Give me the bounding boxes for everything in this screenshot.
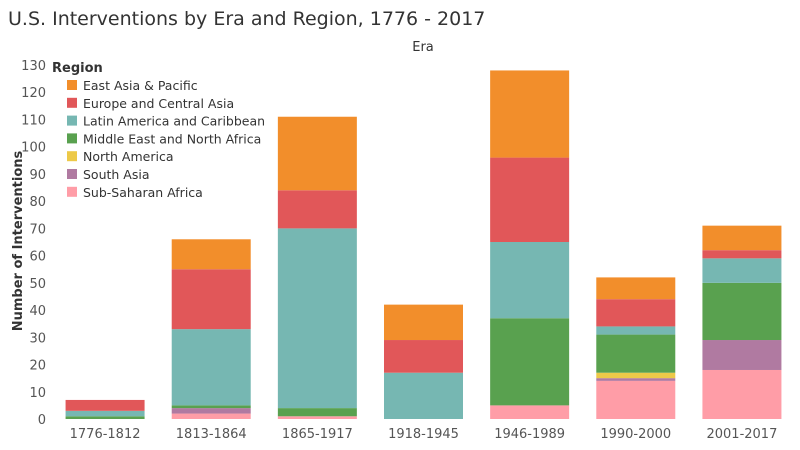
x-tick-label: 1813-1864 [176, 427, 247, 442]
y-tick-label: 20 [29, 359, 46, 374]
bar-segment[interactable] [171, 413, 251, 419]
y-tick-label: 80 [29, 195, 46, 210]
bar-segment[interactable] [702, 369, 782, 419]
bar-segment[interactable] [277, 116, 357, 191]
bar-stack-2001-2017[interactable] [702, 225, 782, 419]
bar-segment[interactable] [596, 299, 676, 327]
y-tick-label: 100 [21, 141, 46, 156]
bar-segment[interactable] [596, 334, 676, 373]
bar-stack-1990-2000[interactable] [596, 277, 676, 419]
bar-segment[interactable] [596, 378, 676, 381]
legend-label: Sub-Saharan Africa [83, 185, 203, 200]
legend-label: South Asia [83, 167, 150, 182]
bar-segment[interactable] [596, 372, 676, 379]
bar-segment[interactable] [171, 408, 251, 414]
legend-label: East Asia & Pacific [83, 78, 198, 93]
chart-title: U.S. Interventions by Era and Region, 17… [8, 8, 486, 30]
bar-segment[interactable] [171, 239, 251, 270]
bar-stack-1946-1989[interactable] [490, 70, 570, 419]
bar-segment[interactable] [384, 340, 463, 373]
bar-segment[interactable] [277, 228, 357, 409]
legend-label: North America [83, 149, 174, 164]
y-tick-label: 40 [29, 304, 46, 319]
y-tick-label: 110 [21, 113, 46, 128]
legend-item[interactable]: Europe and Central Asia [67, 96, 234, 111]
bar-segment[interactable] [702, 250, 782, 259]
bar-segment[interactable] [171, 269, 251, 330]
x-tick-label: 1990-2000 [600, 427, 671, 442]
bar-stack-1918-1945[interactable] [384, 304, 463, 419]
bar-segment[interactable] [596, 277, 676, 300]
bars [65, 70, 782, 419]
bar-stack-1776-1812[interactable] [65, 399, 145, 419]
bar-segment[interactable] [384, 372, 463, 419]
bar-segment[interactable] [490, 70, 570, 158]
legend-label: Europe and Central Asia [83, 96, 234, 111]
bar-segment[interactable] [490, 242, 570, 319]
bar-stack-1813-1864[interactable] [171, 239, 251, 419]
column-header: Era [412, 40, 434, 55]
bar-segment[interactable] [702, 282, 782, 341]
legend-item[interactable]: North America [67, 149, 174, 164]
legend-item[interactable]: Latin America and Caribbean [67, 114, 265, 129]
legend-item[interactable]: East Asia & Pacific [67, 78, 198, 93]
x-tick-label: 1776-1812 [70, 427, 141, 442]
bar-stack-1865-1917[interactable] [277, 116, 357, 419]
y-tick-label: 60 [29, 250, 46, 265]
y-tick-label: 50 [29, 277, 46, 292]
bar-segment[interactable] [702, 225, 782, 251]
y-tick-label: 120 [21, 86, 46, 101]
x-tick-label: 1946-1989 [494, 427, 565, 442]
legend-item[interactable]: South Asia [67, 167, 150, 182]
legend-swatch [67, 169, 77, 179]
legend-swatch [67, 133, 77, 144]
bar-segment[interactable] [277, 408, 357, 417]
y-tick-label: 10 [29, 386, 46, 401]
legend-swatch [67, 80, 77, 90]
legend-label: Middle East and North Africa [83, 131, 261, 146]
legend-item[interactable]: Middle East and North Africa [67, 131, 261, 146]
bar-segment[interactable] [65, 416, 145, 419]
bar-segment[interactable] [702, 258, 782, 283]
legend-swatch [67, 115, 77, 126]
bar-segment[interactable] [384, 304, 463, 341]
bar-segment[interactable] [171, 329, 251, 406]
bar-segment[interactable] [171, 405, 251, 409]
legend-item[interactable]: Sub-Saharan Africa [67, 185, 203, 200]
x-axis-ticks: 1776-1812 1813-1864 1865-1917 1918-1945 1946… [70, 427, 778, 442]
x-tick-label: 1918-1945 [388, 427, 459, 442]
legend-label: Latin America and Caribbean [83, 114, 265, 129]
bar-segment[interactable] [702, 340, 782, 370]
bar-segment[interactable] [277, 190, 357, 229]
bar-segment[interactable] [596, 326, 676, 335]
legend-swatch [67, 186, 77, 197]
bar-segment[interactable] [490, 157, 570, 242]
y-axis-title: Number of Interventions [11, 150, 26, 331]
y-axis-ticks: 0 10 20 30 40 50 60 70 80 90 100 110 120 130 [21, 59, 46, 428]
y-tick-label: 30 [29, 331, 46, 346]
x-tick-label: 2001-2017 [706, 427, 777, 442]
legend-swatch [67, 151, 77, 162]
y-tick-label: 130 [21, 59, 46, 74]
legend[interactable]: Region East Asia & Pacific Europe and Cen… [52, 61, 265, 200]
bar-segment[interactable] [490, 318, 570, 406]
legend-title: Region [52, 61, 103, 76]
y-tick-label: 90 [29, 168, 46, 183]
bar-segment[interactable] [277, 416, 357, 419]
bar-segment[interactable] [596, 380, 676, 419]
y-tick-label: 70 [29, 222, 46, 237]
bar-segment[interactable] [65, 399, 145, 411]
y-tick-label: 0 [38, 413, 46, 428]
bar-segment[interactable] [65, 410, 145, 417]
legend-swatch [67, 97, 77, 108]
bar-segment[interactable] [490, 405, 570, 419]
x-tick-label: 1865-1917 [282, 427, 353, 442]
